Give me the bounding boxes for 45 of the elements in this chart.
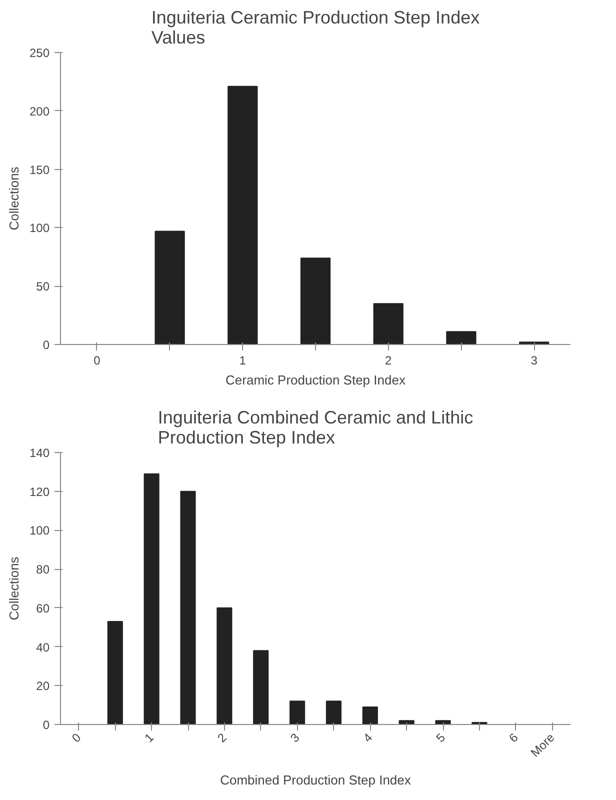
y-tick-label: 0 xyxy=(42,718,50,732)
x-axis-title: Ceramic Production Step Index xyxy=(226,372,406,388)
bar xyxy=(216,607,232,724)
x-tick-label: 3 xyxy=(288,730,302,746)
y-tick-label: 20 xyxy=(36,679,50,694)
y-tick-label: 150 xyxy=(29,162,50,177)
y-axis-title: Collections xyxy=(6,556,22,620)
x-tick-label: 3 xyxy=(530,354,538,368)
x-axis-title: Combined Production Step Index xyxy=(220,772,412,788)
bar xyxy=(290,700,306,724)
y-tick-label: 250 xyxy=(29,46,50,60)
chart-title: Inguiteria Combined Ceramic and Lithic Production Step Index xyxy=(158,408,474,448)
y-tick-label: 120 xyxy=(29,484,50,499)
bar xyxy=(107,621,123,724)
y-tick-label: 100 xyxy=(29,221,50,236)
x-tick-label: 0 xyxy=(94,354,101,368)
x-tick-label: 5 xyxy=(433,730,448,746)
x-tick-label: 2 xyxy=(214,730,230,746)
bar xyxy=(373,303,404,344)
x-tick-label: 1 xyxy=(239,354,246,368)
bar xyxy=(362,706,378,724)
y-axis-title: Collections xyxy=(6,166,22,230)
bar xyxy=(435,720,451,724)
x-tick-label: 6 xyxy=(506,730,522,746)
x-tick-label: 0 xyxy=(69,730,84,746)
y-tick-label: 140 xyxy=(29,446,50,460)
bar xyxy=(253,650,269,724)
x-tick-label: 4 xyxy=(360,730,376,746)
y-tick-label: 40 xyxy=(36,640,50,654)
bar xyxy=(300,258,331,344)
bar xyxy=(180,490,196,724)
bar xyxy=(446,331,476,344)
y-tick-label: 80 xyxy=(36,562,50,577)
y-tick-label: 60 xyxy=(36,601,50,616)
chart-title: Inguiteria Ceramic Production Step Index Values xyxy=(151,8,480,48)
bar xyxy=(144,473,160,724)
y-tick-label: 0 xyxy=(42,338,50,352)
y-tick-label: 200 xyxy=(29,104,50,118)
y-tick-label: 50 xyxy=(36,280,50,294)
bar xyxy=(228,86,258,344)
x-tick-label: 1 xyxy=(142,730,157,746)
y-tick-label: 100 xyxy=(29,524,50,538)
bar xyxy=(154,230,185,344)
bar xyxy=(326,700,342,724)
x-tick-label: 2 xyxy=(385,354,392,368)
